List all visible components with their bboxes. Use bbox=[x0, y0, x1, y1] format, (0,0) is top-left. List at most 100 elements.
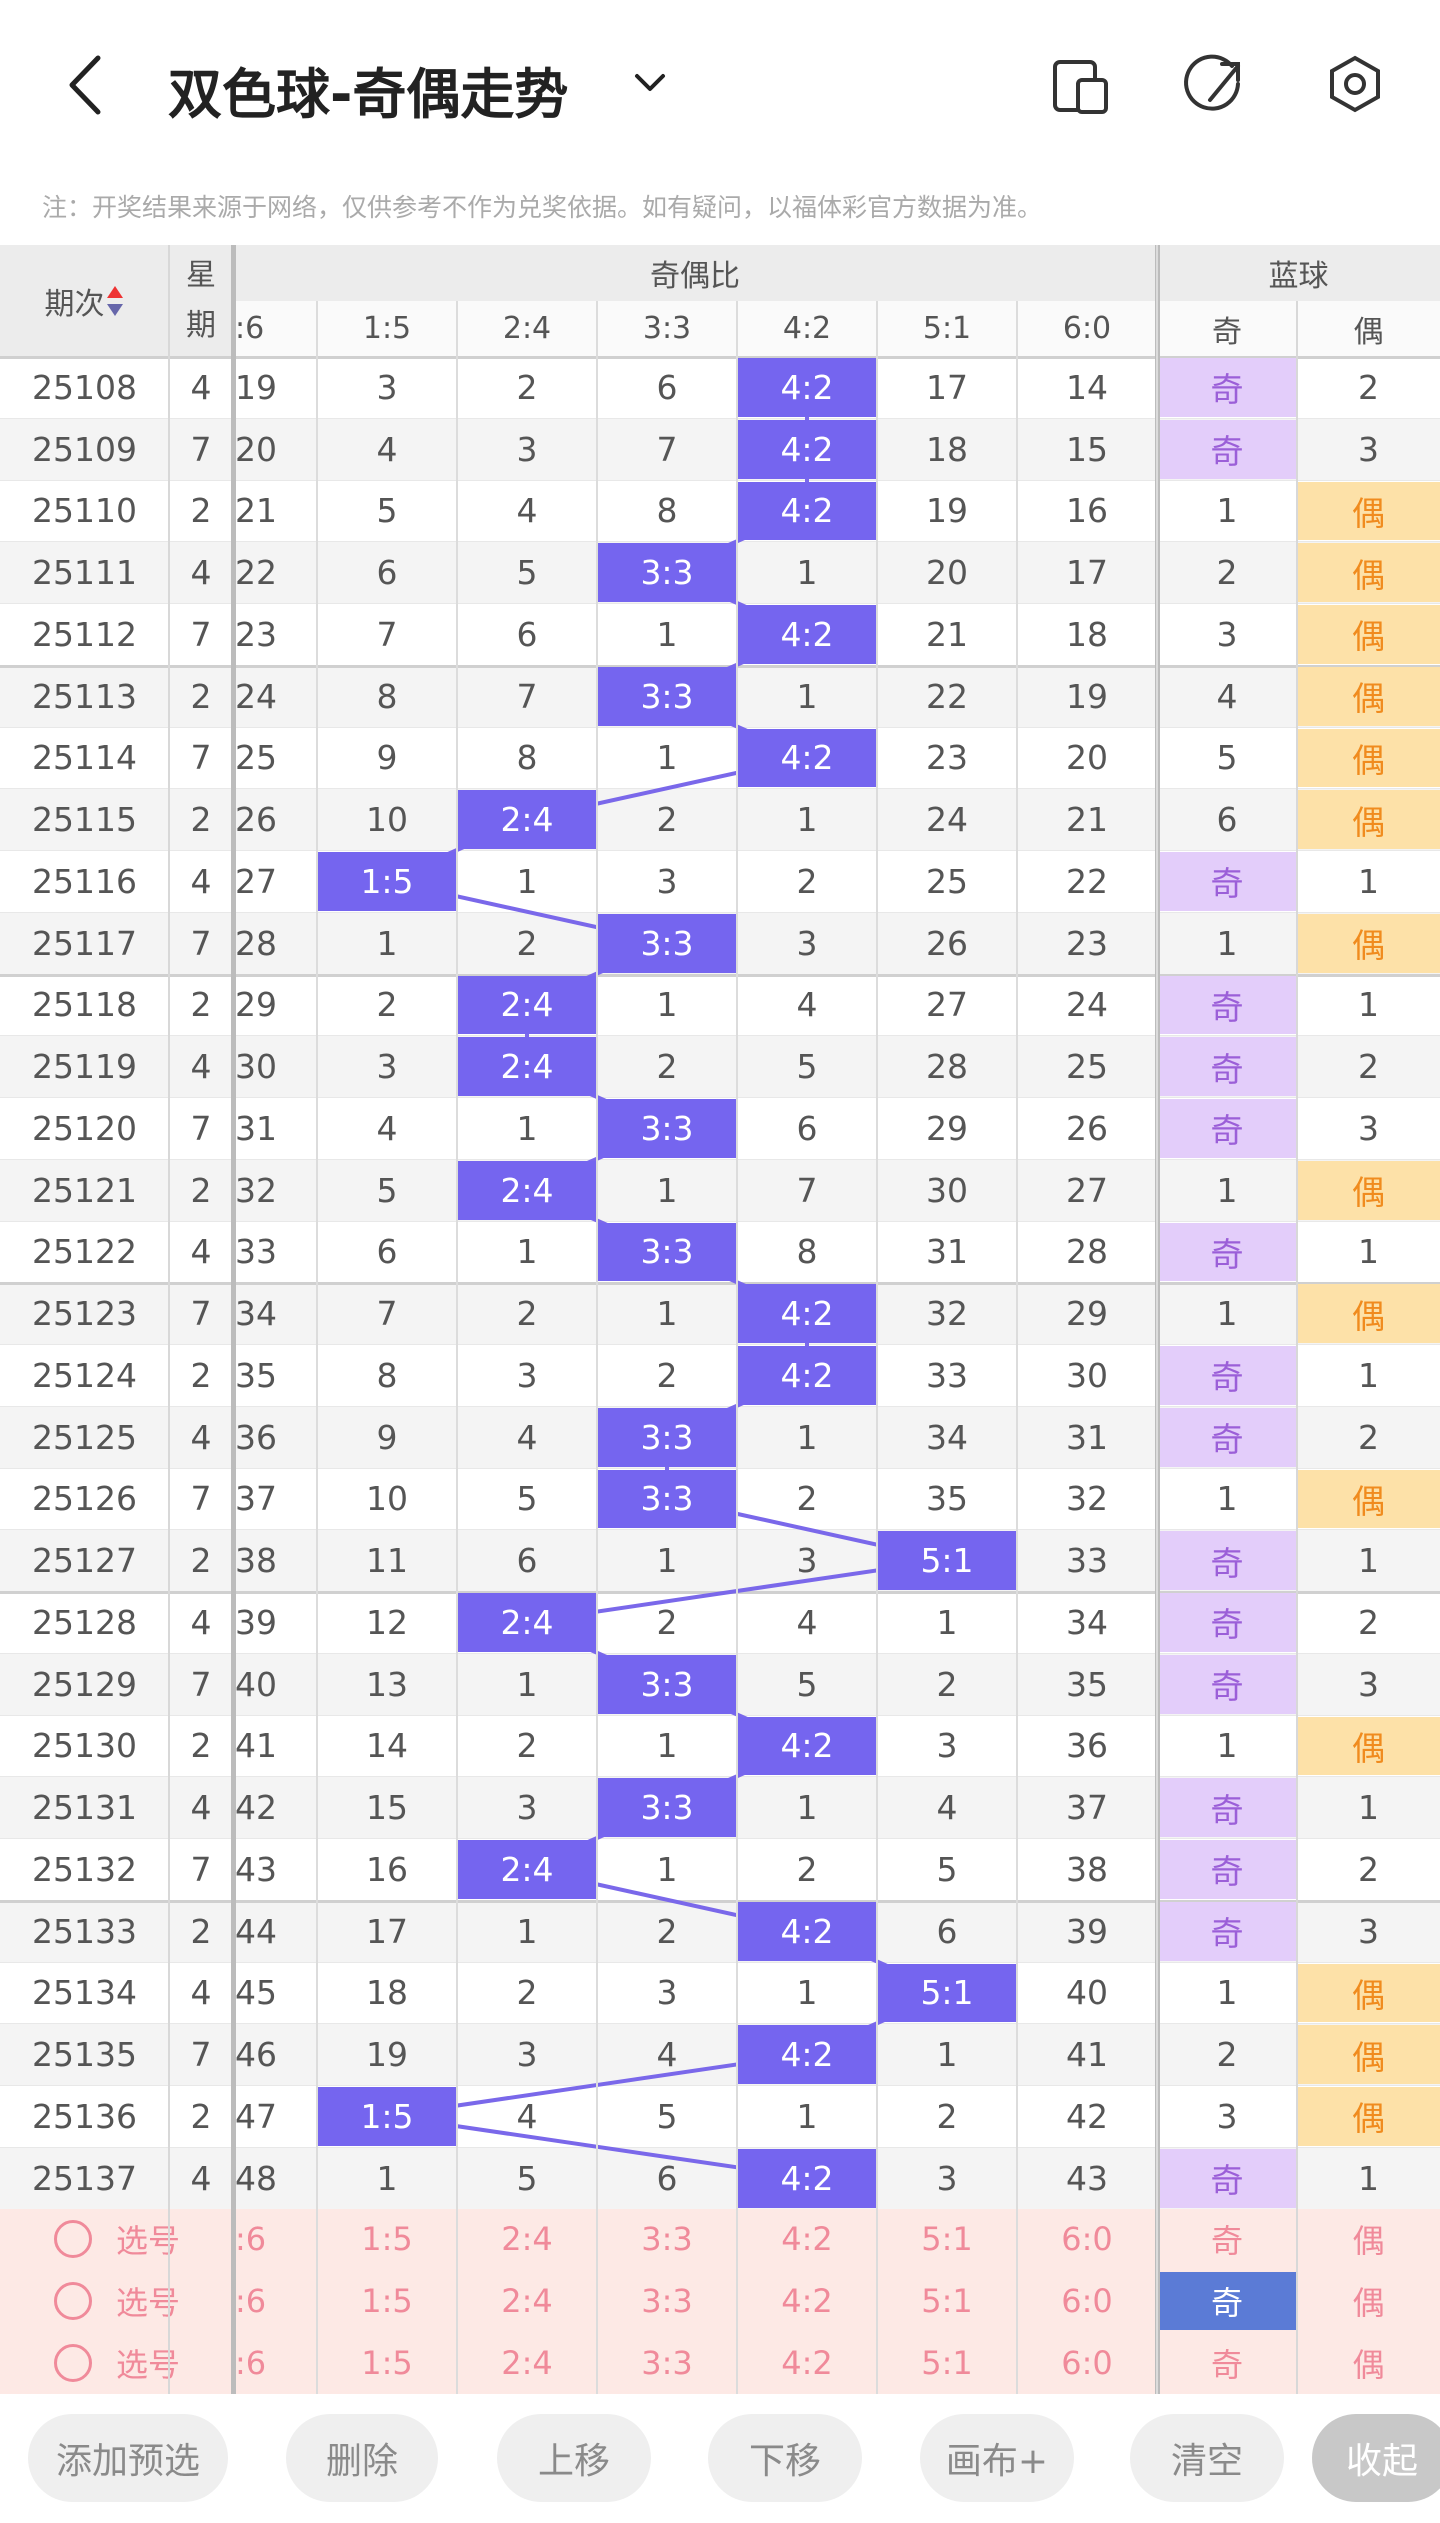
title-dropdown[interactable] bbox=[635, 74, 665, 91]
pick-cell[interactable]: 奇 bbox=[1210, 2345, 1243, 2384]
cell: 27 bbox=[235, 861, 277, 901]
ratio-hit-cell: 4:2 bbox=[737, 728, 877, 788]
cell: 1 bbox=[516, 861, 538, 901]
toolbar-button[interactable]: 收起 bbox=[1312, 2414, 1440, 2502]
weekday-cell: 7 bbox=[190, 429, 212, 469]
cell: 20 bbox=[1066, 738, 1108, 778]
cell: 3 bbox=[936, 2158, 958, 2198]
pick-label: 选号 bbox=[115, 2345, 180, 2384]
cell: 10 bbox=[366, 1479, 408, 1519]
period-cell: 25128 bbox=[32, 1602, 137, 1642]
cell: 21 bbox=[926, 614, 968, 654]
pick-cell[interactable]: 2:4 bbox=[501, 2343, 553, 2382]
cell: 14 bbox=[366, 1726, 408, 1766]
pick-cell[interactable]: 5:1 bbox=[921, 2282, 973, 2321]
pick-cell[interactable]: 2:4 bbox=[501, 2220, 553, 2259]
cell: 6 bbox=[796, 1108, 818, 1148]
pick-cell[interactable]: 1:5 bbox=[361, 2343, 413, 2382]
cell: 3 bbox=[1216, 614, 1238, 654]
pick-cell[interactable]: :6 bbox=[235, 2343, 267, 2382]
toolbar-button[interactable]: 添加预选 bbox=[28, 2414, 228, 2502]
pick-cell[interactable]: 3:3 bbox=[641, 2343, 693, 2382]
even-hit-cell: 偶 bbox=[1297, 913, 1440, 973]
cell: 31 bbox=[1066, 1417, 1108, 1457]
cell: 18 bbox=[926, 429, 968, 469]
cell: 29 bbox=[235, 985, 277, 1025]
pick-cell[interactable]: 2:4 bbox=[501, 2282, 553, 2321]
pick-cell[interactable]: 3:3 bbox=[641, 2282, 693, 2321]
cell: 1 bbox=[936, 2035, 958, 2075]
pick-radio[interactable] bbox=[54, 2282, 92, 2321]
weekday-cell: 2 bbox=[190, 2096, 212, 2136]
pick-cell[interactable]: 偶 bbox=[1352, 2284, 1385, 2323]
column-divider bbox=[736, 301, 738, 2450]
cell: 8 bbox=[516, 738, 538, 778]
cell: 2 bbox=[936, 1664, 958, 1704]
pick-cell[interactable]: 6:0 bbox=[1061, 2220, 1113, 2259]
pick-cell[interactable]: 5:1 bbox=[921, 2220, 973, 2259]
toolbar-button[interactable]: 删除 bbox=[286, 2414, 438, 2502]
row-bg bbox=[0, 1282, 1440, 1344]
weekday-cell: 2 bbox=[190, 1726, 212, 1766]
period-cell: 25112 bbox=[32, 614, 137, 654]
toolbar-button[interactable]: 清空 bbox=[1130, 2414, 1284, 2502]
ratio-hit-cell: 4:2 bbox=[737, 1716, 877, 1776]
toolbar-button[interactable]: 画布+ bbox=[920, 2414, 1074, 2502]
pick-cell[interactable]: 偶 bbox=[1352, 2345, 1385, 2384]
screen-icon[interactable] bbox=[1053, 60, 1108, 114]
sort-header[interactable]: 期次 bbox=[0, 245, 169, 356]
cell: 1 bbox=[796, 800, 818, 840]
cell: 28 bbox=[1066, 1232, 1108, 1272]
cell: 4 bbox=[656, 2035, 678, 2075]
period-cell: 25136 bbox=[32, 2096, 137, 2136]
cell: 1 bbox=[796, 553, 818, 593]
share-icon[interactable] bbox=[1184, 54, 1240, 111]
weekday-cell: 7 bbox=[190, 1479, 212, 1519]
pick-cell[interactable]: 3:3 bbox=[641, 2220, 693, 2259]
pick-cell[interactable]: 5:1 bbox=[921, 2343, 973, 2382]
settings-icon[interactable] bbox=[1330, 55, 1380, 113]
column-divider bbox=[1156, 245, 1158, 2394]
pick-radio[interactable] bbox=[54, 2220, 92, 2259]
cell: 1 bbox=[656, 1541, 678, 1581]
even-hit-cell: 偶 bbox=[1297, 2025, 1440, 2084]
cell: 33 bbox=[235, 1232, 277, 1272]
cell: 24 bbox=[1066, 985, 1108, 1025]
pick-cell[interactable]: 4:2 bbox=[781, 2220, 833, 2259]
cell: 1 bbox=[1358, 985, 1379, 1025]
pick-cell[interactable]: 6:0 bbox=[1061, 2343, 1113, 2382]
toolbar-button[interactable]: 下移 bbox=[708, 2414, 862, 2502]
even-hit-cell: 偶 bbox=[1297, 605, 1440, 664]
pick-cell[interactable]: :6 bbox=[235, 2282, 267, 2321]
cell: 2 bbox=[1358, 1417, 1379, 1457]
pick-cell[interactable]: 6:0 bbox=[1061, 2282, 1113, 2321]
pick-cell-selected[interactable]: 奇 bbox=[1157, 2272, 1297, 2330]
odd-hit-cell: 奇 bbox=[1157, 1593, 1297, 1652]
pick-cell[interactable]: 1:5 bbox=[361, 2282, 413, 2321]
cell: 6 bbox=[656, 2158, 678, 2198]
toolbar-button[interactable]: 上移 bbox=[497, 2414, 651, 2502]
cell: 38 bbox=[235, 1541, 277, 1581]
back-button[interactable] bbox=[69, 55, 101, 115]
pick-radio[interactable] bbox=[54, 2343, 92, 2382]
cell: 1 bbox=[376, 2158, 398, 2198]
cell: 1 bbox=[376, 923, 398, 963]
cell: 1 bbox=[796, 1417, 818, 1457]
cell: 3 bbox=[516, 1788, 538, 1828]
pick-cell[interactable]: 4:2 bbox=[781, 2343, 833, 2382]
cell: 17 bbox=[926, 367, 968, 407]
pick-cell[interactable]: 4:2 bbox=[781, 2282, 833, 2321]
cell: 17 bbox=[366, 1911, 408, 1951]
pick-cell[interactable]: 偶 bbox=[1352, 2222, 1385, 2261]
weekday-cell: 7 bbox=[190, 1849, 212, 1889]
pick-cell[interactable]: 奇 bbox=[1210, 2222, 1243, 2261]
period-cell: 25133 bbox=[32, 1911, 137, 1951]
column-divider bbox=[316, 301, 318, 2450]
ratio-hit-cell: 5:1 bbox=[877, 1531, 1017, 1590]
pick-row-bg bbox=[0, 2332, 1440, 2394]
sort-arrows bbox=[106, 285, 123, 316]
pick-cell[interactable]: 1:5 bbox=[361, 2220, 413, 2259]
cell: 18 bbox=[366, 1973, 408, 2013]
pick-cell[interactable]: :6 bbox=[235, 2220, 267, 2259]
page-title: 双色球-奇偶走势 bbox=[168, 63, 569, 126]
